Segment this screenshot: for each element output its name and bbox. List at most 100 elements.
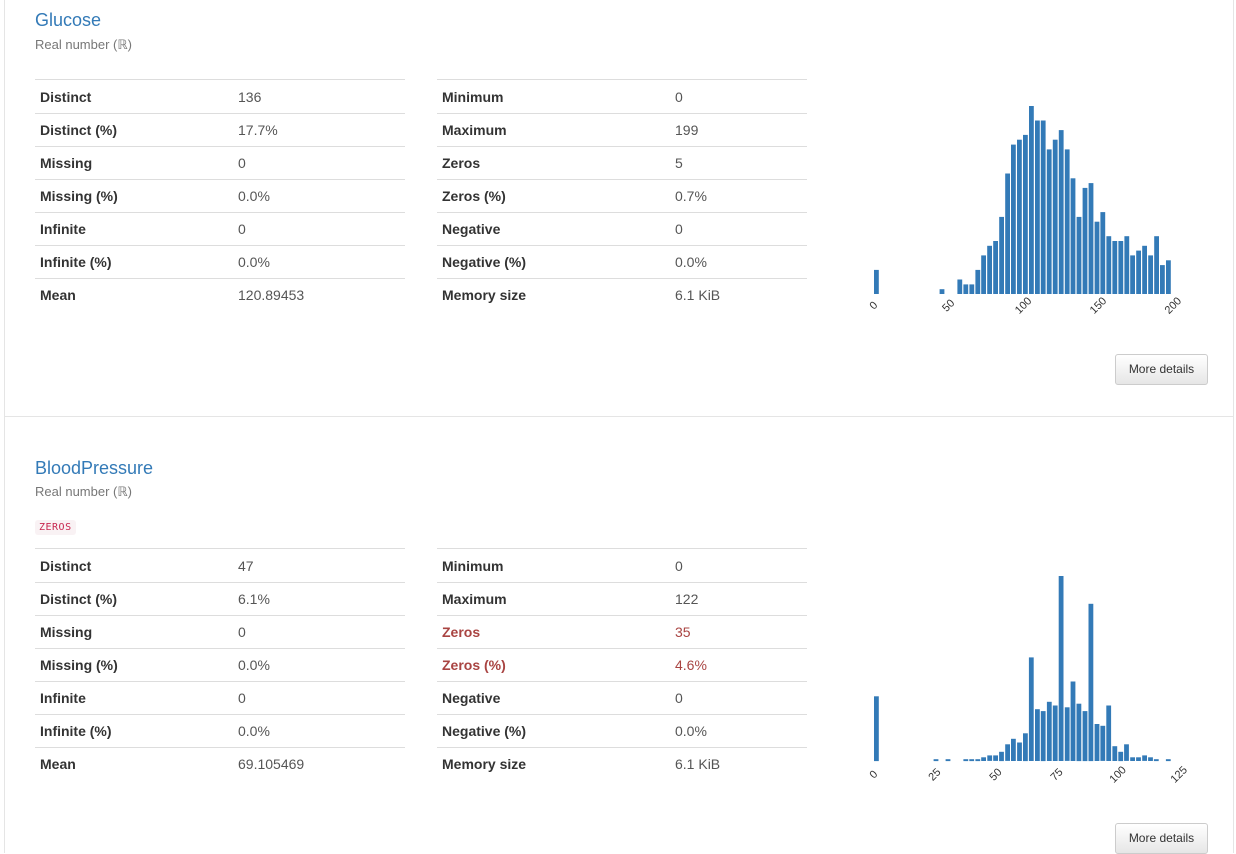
histogram-bar <box>1005 173 1010 294</box>
histogram-bar <box>1100 212 1106 294</box>
stats-row-alert: Zeros (%) 4.6% <box>437 648 807 682</box>
x-tick-label: 200 <box>1163 295 1184 316</box>
stats-row: Negative 0 <box>437 212 807 246</box>
stat-key: Maximum <box>437 582 670 616</box>
stat-key: Minimum <box>437 79 670 114</box>
stat-value: 0.7% <box>670 179 807 213</box>
more-details-button[interactable]: More details <box>1115 823 1208 854</box>
histogram-bar <box>1136 250 1141 294</box>
stat-value: 0.0% <box>670 714 807 748</box>
variable-section-bloodpressure: BloodPressure Real number (ℝ) ZEROS Dist… <box>0 417 1236 854</box>
histogram-bar <box>1070 178 1076 294</box>
histogram-bar <box>874 269 879 294</box>
histogram-bar <box>1040 711 1046 762</box>
histogram-bar <box>1017 139 1022 294</box>
histogram-bar <box>1040 120 1046 294</box>
histogram-bar <box>1076 703 1082 762</box>
histogram-bar <box>1130 757 1135 761</box>
histogram-bar <box>1106 236 1112 294</box>
x-tick-label: 125 <box>1168 764 1189 785</box>
variable-title[interactable]: Glucose <box>35 10 102 30</box>
x-tick-label: 100 <box>1013 295 1034 316</box>
histogram-bar <box>1046 149 1052 294</box>
stat-key: Infinite <box>35 212 233 246</box>
variable-title[interactable]: BloodPressure <box>35 458 154 478</box>
histogram-bar <box>1029 106 1034 294</box>
stats-row: Infinite 0 <box>35 681 405 715</box>
stats-table-left: Distinct 136 Distinct (%) 17.7% Missing 0 M… <box>35 79 405 311</box>
stats-row: Maximum 122 <box>437 582 807 616</box>
histogram-bar <box>1130 255 1135 294</box>
stat-value: 0 <box>233 681 405 715</box>
stat-value: 0 <box>670 548 807 583</box>
stats-row: Zeros (%) 0.7% <box>437 179 807 213</box>
histogram-bar <box>1160 265 1165 294</box>
x-tick-label: 100 <box>1107 764 1128 785</box>
stats-row: Mean 69.105469 <box>35 747 405 780</box>
stats-row: Distinct 47 <box>35 548 405 583</box>
histogram-bar <box>1088 183 1094 294</box>
stats-row: Memory size 6.1 KiB <box>437 278 807 311</box>
stat-value: 0 <box>233 212 405 246</box>
histogram-bar <box>1124 236 1130 294</box>
stats-row: Mean 120.89453 <box>35 278 405 311</box>
histogram-bar <box>1064 149 1070 294</box>
section-divider <box>5 416 1233 417</box>
histogram-bar <box>1088 603 1094 762</box>
histogram-bar <box>1017 742 1022 761</box>
stat-value: 199 <box>670 113 807 147</box>
stats-row: Negative (%) 0.0% <box>437 714 807 748</box>
more-details-button[interactable]: More details <box>1115 354 1208 385</box>
x-tick-label: 150 <box>1088 295 1109 316</box>
histogram-bloodpressure: 0 25 50 75 100 125 <box>867 576 1190 786</box>
stats-row: Infinite 0 <box>35 212 405 246</box>
histogram-bar <box>1011 738 1016 761</box>
histogram-bar <box>945 759 951 762</box>
stats-table-left: Distinct 47 Distinct (%) 6.1% Missing 0 Mis… <box>35 548 405 780</box>
histogram-bar <box>1052 705 1058 761</box>
histogram-bar <box>1118 751 1124 762</box>
histogram-bar <box>1023 134 1028 294</box>
stats-row: Negative (%) 0.0% <box>437 245 807 279</box>
histogram-bar <box>1082 187 1088 294</box>
stat-value: 35 <box>670 615 807 649</box>
stats-table-body: Minimum 0 Maximum 199 Zeros 5 Zeros (%) 0.7%… <box>437 79 807 311</box>
stats-table-right: Minimum 0 Maximum 199 Zeros 5 Zeros (%) 0.7%… <box>437 79 807 311</box>
histogram-bar <box>1064 707 1070 761</box>
stat-value: 4.6% <box>670 648 807 682</box>
stat-value: 47 <box>233 548 405 583</box>
histogram-bar <box>933 759 939 762</box>
stats-row: Maximum 199 <box>437 113 807 147</box>
histogram-bar <box>1165 759 1171 762</box>
stat-key: Distinct <box>35 548 233 583</box>
histogram-bar <box>963 759 969 762</box>
histogram-bar <box>969 284 975 294</box>
histogram-bar <box>1112 746 1118 761</box>
stat-key: Mean <box>35 747 233 780</box>
variable-section-glucose: Glucose Real number (ℝ) Distinct 136 Dist… <box>0 0 1236 416</box>
histogram-bar <box>969 759 975 762</box>
stats-row: Infinite (%) 0.0% <box>35 714 405 748</box>
histogram-bar <box>1058 576 1064 761</box>
histogram-bar <box>975 759 981 762</box>
x-tick-label: 50 <box>940 297 957 314</box>
stats-row: Distinct (%) 6.1% <box>35 582 405 616</box>
stats-row: Minimum 0 <box>437 79 807 114</box>
x-tick-label: 50 <box>987 766 1004 783</box>
histogram-bar <box>1124 744 1129 761</box>
histogram-bar <box>957 279 963 294</box>
zeros-warning-badge: ZEROS <box>35 520 76 535</box>
stat-key: Zeros (%) <box>437 648 670 682</box>
stats-row: Missing 0 <box>35 146 405 180</box>
stat-key: Distinct (%) <box>35 582 233 616</box>
histogram-bar <box>1106 705 1112 761</box>
histogram-bar <box>1118 241 1124 294</box>
stat-key: Missing (%) <box>35 179 233 213</box>
stats-row: Zeros 5 <box>437 146 807 180</box>
stats-table-body: Minimum 0 Maximum 122 Zeros 35 Zeros (%) 4.6… <box>437 548 807 780</box>
histogram-bar <box>993 241 998 294</box>
histogram-bar <box>1094 221 1100 294</box>
histogram-bar <box>1046 701 1052 761</box>
stat-key: Missing <box>35 615 233 649</box>
histogram-bar <box>999 751 1004 762</box>
